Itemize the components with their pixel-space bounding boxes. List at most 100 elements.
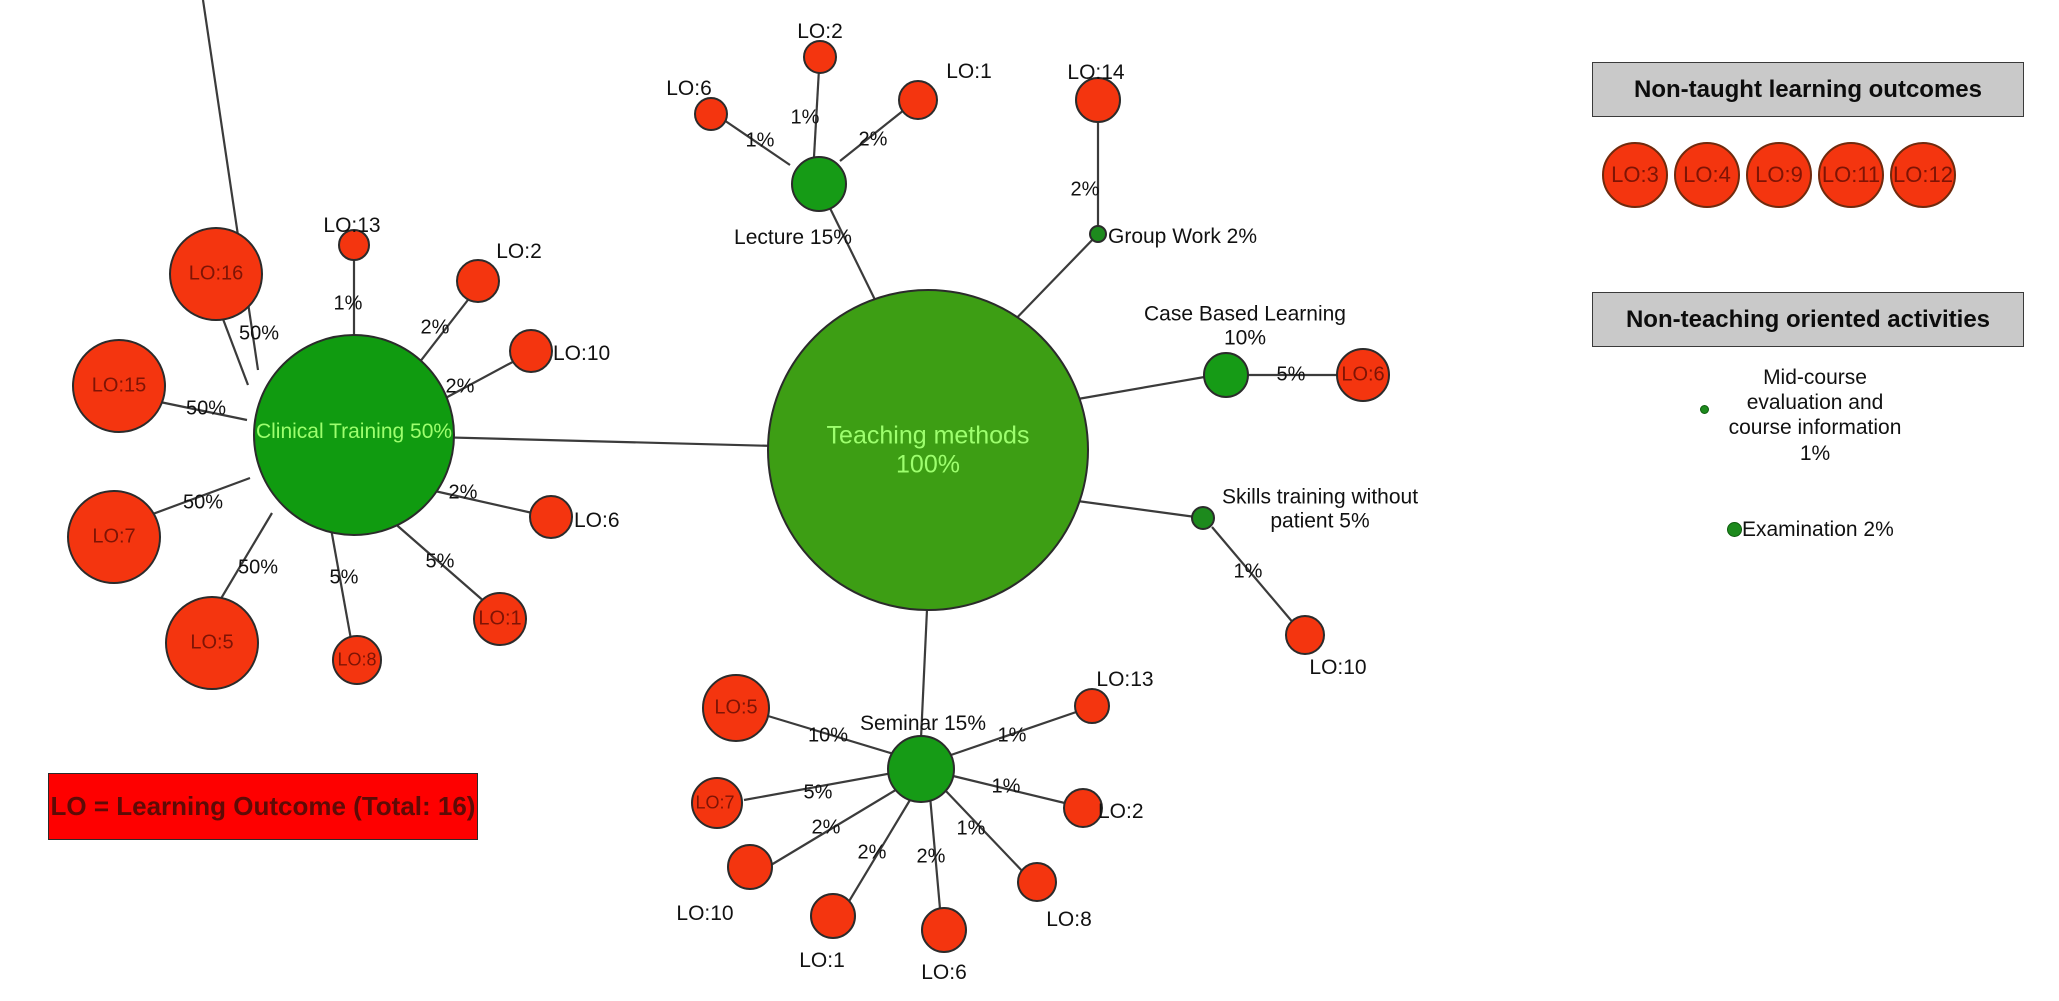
edge-sem-lo6 [928, 795, 943, 921]
legend-node-lo-3-label: LO:3 [1611, 162, 1659, 187]
node-teaching-methods[interactable] [767, 289, 1089, 611]
case-based-learning-node-label: Case Based Learning 10% [1144, 302, 1346, 349]
node-lo-13-seminar[interactable] [1074, 688, 1110, 724]
lo-10-clinical-label: LO:10 [553, 342, 611, 366]
lo-1-lecture-label: LO:1 [946, 60, 992, 84]
mid-course-line-3: course information [1728, 416, 1902, 440]
weight-ct-lo8: 5% [329, 566, 359, 589]
weight-sem-lo13: 1% [997, 724, 1027, 747]
node-skills-training[interactable] [1191, 506, 1215, 530]
edge-hub-lecture [825, 199, 881, 311]
node-lo-6-cbl[interactable] [1336, 348, 1390, 402]
node-lo-2-seminar[interactable] [1063, 788, 1103, 828]
edge-lec-lo2 [812, 68, 821, 158]
weight-ct-lo2: 2% [420, 316, 450, 339]
node-lo-2-clinical[interactable] [456, 259, 500, 303]
legend-node-lo-11-label: LO:11 [1821, 162, 1881, 187]
lo-14-group-work-label: LO:14 [1067, 61, 1125, 85]
legend-node-lo-9[interactable]: LO:9 [1746, 142, 1812, 208]
node-lo-2-lecture[interactable] [803, 40, 837, 74]
node-lo-10-skills[interactable] [1285, 615, 1325, 655]
lo-10-skills-label: LO:10 [1309, 656, 1367, 680]
node-lo-1-lecture[interactable] [898, 80, 938, 120]
weight-sem-lo7: 5% [803, 781, 833, 804]
node-lo-15-clinical[interactable] [72, 339, 166, 433]
lo-6-clinical-label: LO:6 [574, 509, 620, 533]
weight-gw-lo14: 2% [1070, 178, 1100, 201]
node-lo-8-clinical[interactable] [332, 635, 382, 685]
lo-1-seminar-label: LO:1 [799, 949, 845, 973]
node-case-based-learning[interactable] [1203, 352, 1249, 398]
weight-ct-lo5: 50% [237, 556, 279, 579]
node-lo-5-clinical[interactable] [165, 596, 259, 690]
edges-skills-training [1211, 526, 1296, 626]
weight-sem-lo5: 10% [807, 724, 849, 747]
node-lecture[interactable] [791, 156, 847, 212]
node-lo-7-clinical[interactable] [67, 490, 161, 584]
node-lo-10-clinical[interactable] [509, 329, 553, 373]
case-based-learning-value: 10% [1223, 326, 1267, 349]
edges-clinical-training [122, 0, 538, 646]
lo-2-clinical-label: LO:2 [496, 240, 542, 264]
lo-2-seminar-label: LO:2 [1098, 800, 1144, 824]
weight-ct-lo15: 50% [185, 397, 227, 420]
weight-ct-lo13: 1% [333, 292, 363, 315]
lecture-node-label: Lecture 15% [734, 226, 852, 250]
lo-8-seminar-label: LO:8 [1046, 908, 1092, 932]
legend-node-lo-11[interactable]: LO:11 [1818, 142, 1884, 208]
non-taught-panel-header: Non-taught learning outcomes [1592, 62, 2024, 117]
node-clinical-training[interactable] [253, 334, 455, 536]
weight-ct-lo16: 50% [238, 322, 280, 345]
node-lo-1-clinical[interactable] [473, 592, 527, 646]
node-lo-16-clinical[interactable] [169, 227, 263, 321]
edge-sem-lo8 [943, 788, 1027, 876]
node-lo-8-seminar[interactable] [1017, 862, 1057, 902]
weight-lec-lo1: 2% [858, 128, 888, 151]
mid-course-line-1: Mid-course [1763, 366, 1867, 389]
edge-ct-lo8 [328, 522, 354, 646]
seminar-node-label: Seminar 15% [859, 712, 987, 736]
lo-key-legend-text: LO = Learning Outcome (Total: 16) [50, 791, 476, 821]
node-lo-10-seminar[interactable] [727, 844, 773, 890]
node-lo-14-group-work[interactable] [1075, 77, 1121, 123]
edge-sem-lo13 [947, 707, 1086, 758]
weight-sem-lo10: 2% [811, 816, 841, 839]
non-teaching-panel-header: Non-teaching oriented activities [1592, 292, 2024, 347]
legend-node-lo-4[interactable]: LO:4 [1674, 142, 1740, 208]
edge-hub-group-work [1004, 233, 1099, 331]
examination-dot-icon [1727, 522, 1742, 537]
edge-hub-skills-training [1069, 498, 1204, 520]
edge-st-lo10 [1211, 526, 1296, 626]
edge-lec-lo1 [839, 105, 910, 162]
node-lo-7-seminar[interactable] [691, 777, 743, 829]
lo-13-seminar-label: LO:13 [1096, 668, 1154, 692]
node-group-work[interactable] [1089, 225, 1107, 243]
edges-lecture [720, 68, 910, 166]
edge-sem-lo5 [767, 714, 898, 757]
legend-node-lo-9-label: LO:9 [1755, 162, 1803, 187]
skills-training-value: patient 5% [1270, 509, 1370, 532]
node-lo-6-lecture[interactable] [694, 97, 728, 131]
edge-ct-lo1 [383, 513, 495, 611]
weight-sem-lo1: 2% [857, 841, 887, 864]
legend-node-lo-12-label: LO:12 [1893, 162, 1953, 187]
skills-training-title: Skills training without [1221, 485, 1419, 509]
edge-hub-seminar [918, 587, 930, 761]
node-lo-5-seminar[interactable] [702, 674, 770, 742]
weight-ct-lo6: 2% [448, 481, 478, 504]
lo-key-legend-box: LO = Learning Outcome (Total: 16) [48, 773, 478, 840]
legend-node-lo-3[interactable]: LO:3 [1602, 142, 1668, 208]
node-seminar[interactable] [887, 735, 955, 803]
node-lo-1-seminar[interactable] [810, 893, 856, 939]
lo-6-seminar-label: LO:6 [921, 961, 967, 985]
lo-2-lecture-label: LO:2 [797, 20, 843, 44]
weight-st-lo10: 1% [1233, 560, 1263, 583]
legend-node-lo-12[interactable]: LO:12 [1890, 142, 1956, 208]
skills-training-node-label: Skills training without patient 5% [1222, 485, 1418, 532]
node-lo-6-clinical[interactable] [529, 495, 573, 539]
node-lo-6-seminar[interactable] [921, 907, 967, 953]
mid-course-line-2: evaluation and [1746, 391, 1884, 415]
node-lo-13-clinical[interactable] [338, 229, 370, 261]
